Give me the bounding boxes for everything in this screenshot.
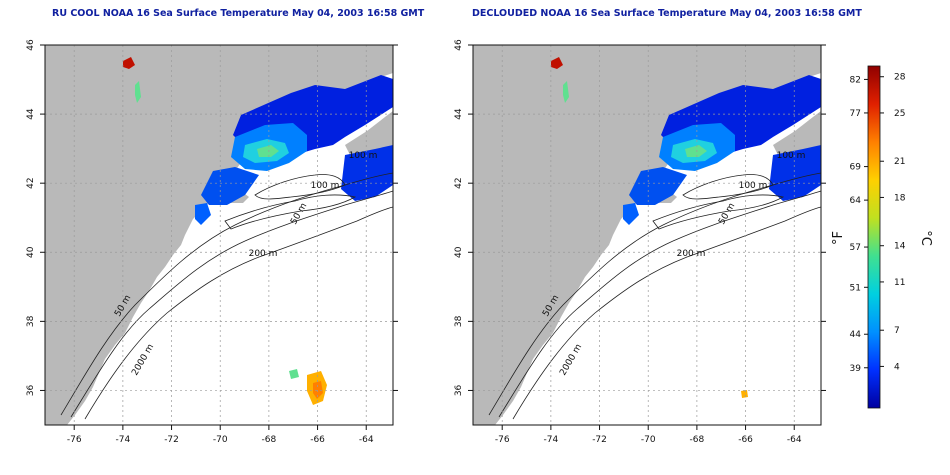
colorbar-label-c: 7 [894, 326, 900, 336]
contour-line [498, 190, 822, 418]
map-frame [44, 44, 394, 426]
tick-label-x: -66 [310, 435, 325, 445]
sst-warm-green [289, 369, 299, 379]
land-mass [45, 45, 393, 425]
bathy-contours [60, 172, 394, 420]
colorbar-label-f: 64 [850, 196, 862, 206]
contour-line [70, 190, 394, 418]
tick-label-y: 44 [26, 108, 36, 120]
contour-line [224, 194, 357, 230]
tick-label-x: -70 [641, 435, 656, 445]
title-right: DECLOUDED NOAA 16 Sea Surface Temperatur… [472, 8, 862, 19]
tick-label-x: -70 [213, 435, 228, 445]
sst-gulf-maine-blue [201, 167, 259, 205]
tick-label-y: 46 [26, 39, 36, 51]
tick-label-x: -64 [787, 435, 802, 445]
sst-south-patch [623, 203, 639, 225]
tick-label-x: -68 [262, 435, 277, 445]
colorbar-label-c: 28 [894, 73, 906, 83]
sst-blue-east [769, 145, 821, 201]
tick-label-x: -76 [67, 435, 82, 445]
tick-label-y: 46 [454, 39, 464, 51]
contour-line [84, 206, 394, 420]
grid-lines [473, 44, 821, 425]
colorbar-celsius-ticks: 28 25 21 18 14 11 7 4 [880, 73, 906, 372]
sst-south-patch [195, 203, 211, 225]
tick-label-y: 40 [26, 246, 36, 258]
sst-north-green [563, 81, 569, 103]
title-left: RU COOL NOAA 16 Sea Surface Temperature … [52, 8, 425, 19]
colorbar-fahrenheit-ticks: 82 77 69 64 57 51 44 39 [850, 75, 868, 374]
sst-field [123, 57, 393, 405]
contour-line [512, 206, 822, 420]
contour-line [652, 194, 785, 230]
colorbar-label-c: 18 [894, 193, 906, 203]
colorbar-label-c: 4 [894, 362, 900, 372]
sst-warm-offshore-core [313, 381, 323, 399]
tick-label-y: 38 [26, 315, 36, 327]
sst-green [257, 145, 279, 157]
tick-label-x: -64 [359, 435, 374, 445]
colorbar-label-f: 44 [850, 330, 862, 340]
tick-label-x: -66 [738, 435, 753, 445]
map-frame [472, 44, 822, 426]
sst-gulf-maine-blue [629, 167, 687, 205]
sst-north-green [135, 81, 141, 103]
contour-line [682, 174, 774, 200]
unit-fahrenheit-label: °F [831, 231, 846, 245]
tick-label-y: 40 [454, 246, 464, 258]
tick-label-x: -72 [164, 435, 179, 445]
contour-label: 100 m [777, 151, 806, 161]
land-mass [473, 45, 821, 425]
bathy-contours [488, 172, 822, 420]
sst-north-red [551, 57, 563, 69]
tick-label-x: -76 [495, 435, 510, 445]
sst-green [685, 145, 707, 157]
colorbar-label-f: 51 [850, 283, 861, 293]
colorbar-label-f: 82 [850, 75, 861, 85]
colorbar-label-f: 57 [850, 243, 861, 253]
tick-label-x: -72 [592, 435, 607, 445]
colorbar: 82 77 69 64 57 51 44 39 28 25 21 18 14 11 7 4 °F °C [831, 65, 933, 409]
colorbar-label-c: 25 [894, 109, 905, 119]
axis-ticks: -76 -74 -72 -70 -68 -66 -64 46 44 42 40 38 36 [26, 39, 398, 445]
colorbar-label-c: 14 [894, 242, 906, 252]
tick-label-y: 38 [454, 315, 464, 327]
colorbar-label-f: 39 [850, 364, 862, 374]
colorbar-label-f: 77 [850, 109, 861, 119]
tick-label-x: -74 [116, 435, 131, 445]
contour-label: 100 m [349, 151, 378, 161]
contour-line [254, 174, 346, 200]
sst-warm-speck [741, 390, 748, 398]
contour-label: 200 m [249, 249, 278, 259]
contour-line [488, 172, 822, 416]
colorbar-label-f: 69 [850, 163, 862, 173]
tick-label-y: 42 [26, 177, 36, 188]
contour-label: 100 m [739, 181, 768, 191]
contour-label: 200 m [677, 249, 706, 259]
tick-label-y: 42 [454, 177, 464, 188]
colorbar-gradient [867, 65, 881, 409]
tick-label-x: -68 [690, 435, 705, 445]
sst-north-red [123, 57, 135, 69]
tick-label-y: 36 [26, 384, 36, 396]
contour-label: 100 m [311, 181, 340, 191]
tick-label-y: 44 [454, 108, 464, 120]
colorbar-label-c: 21 [894, 157, 905, 167]
contour-line [60, 172, 394, 416]
colorbar-label-c: 11 [894, 278, 905, 288]
tick-label-x: -74 [544, 435, 559, 445]
sst-blue-east [341, 145, 393, 201]
tick-label-y: 36 [454, 384, 464, 396]
unit-celsius-label: °C [918, 230, 933, 246]
axis-ticks: -76 -74 -72 -70 -68 -66 -64 46 44 42 40 38 36 [454, 39, 826, 445]
